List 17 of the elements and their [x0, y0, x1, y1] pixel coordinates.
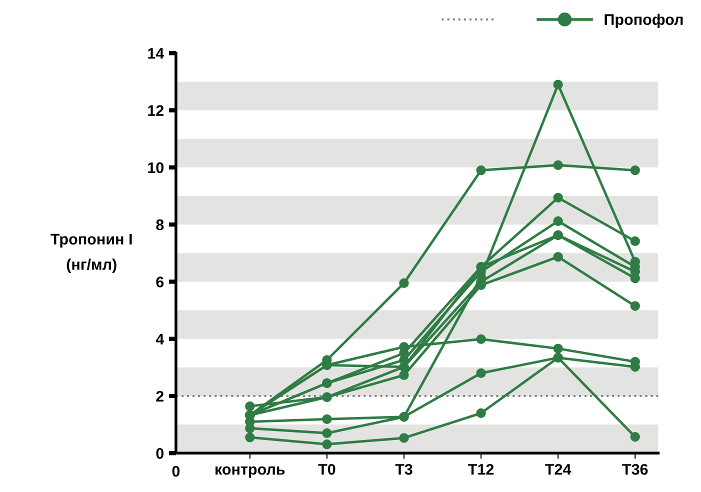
- y-tick-label: 14: [148, 48, 164, 59]
- y-tick-label: 0: [156, 448, 164, 459]
- y-tick-label: 8: [156, 219, 164, 230]
- x-tick-label: T24: [545, 464, 572, 475]
- y-tick-label: 12: [148, 105, 164, 116]
- y-tick-label: 4: [156, 334, 164, 344]
- y-axis-title: Тропонин I (нг/мл): [50, 234, 132, 273]
- x-tick-label: контроль: [216, 466, 285, 478]
- x-tick-label: T12: [468, 464, 494, 475]
- x-tick-label: T3: [395, 464, 412, 475]
- y-tick-label: 2: [156, 390, 164, 402]
- legend-label: Пропофол: [604, 14, 683, 28]
- text: 0: [172, 466, 180, 477]
- y-tick-label: 6: [156, 276, 164, 288]
- y-tick-label: 10: [148, 162, 164, 174]
- x-tick-label: T36: [622, 464, 648, 475]
- x-tick-label: T0: [318, 464, 336, 475]
